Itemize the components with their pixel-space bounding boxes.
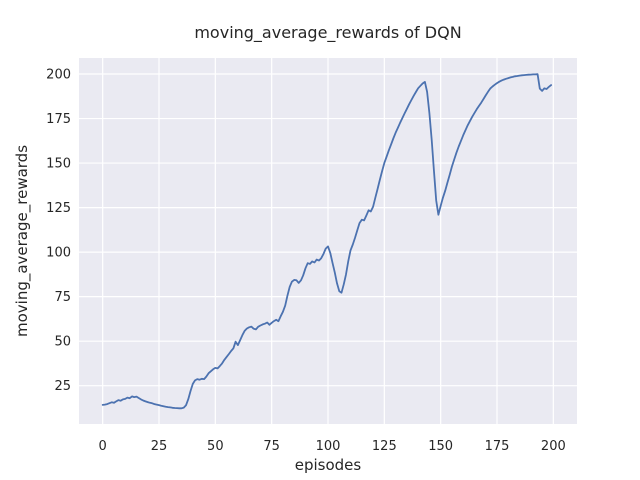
y-tick-label: 100 — [46, 246, 71, 261]
chart-title: moving_average_rewards of DQN — [194, 23, 461, 43]
y-tick-label: 75 — [54, 290, 71, 305]
x-tick-label: 0 — [99, 439, 107, 454]
x-tick-label: 175 — [485, 439, 510, 454]
plot-area: 0 25 50 75 100 125 150 175 200 25 50 75 100 125 150 175… — [46, 58, 577, 454]
y-tick-label: 50 — [54, 335, 71, 350]
x-tick-label: 25 — [151, 439, 168, 454]
y-tick-label: 175 — [46, 112, 71, 127]
x-tick-label: 200 — [541, 439, 566, 454]
y-tick-label: 25 — [54, 379, 71, 394]
y-tick-label: 150 — [46, 157, 71, 172]
reward-line — [101, 73, 552, 410]
x-tick-label: 150 — [428, 439, 453, 454]
x-tick-label: 125 — [372, 439, 397, 454]
y-tick-label: 125 — [46, 201, 71, 216]
x-tick-label: 50 — [207, 439, 224, 454]
x-axis-label: episodes — [295, 456, 362, 474]
x-tick-label: 100 — [316, 439, 341, 454]
x-tick-label: 75 — [263, 439, 280, 454]
y-tick-label: 200 — [46, 68, 71, 83]
y-axis-label: moving_average_rewards — [13, 145, 32, 337]
